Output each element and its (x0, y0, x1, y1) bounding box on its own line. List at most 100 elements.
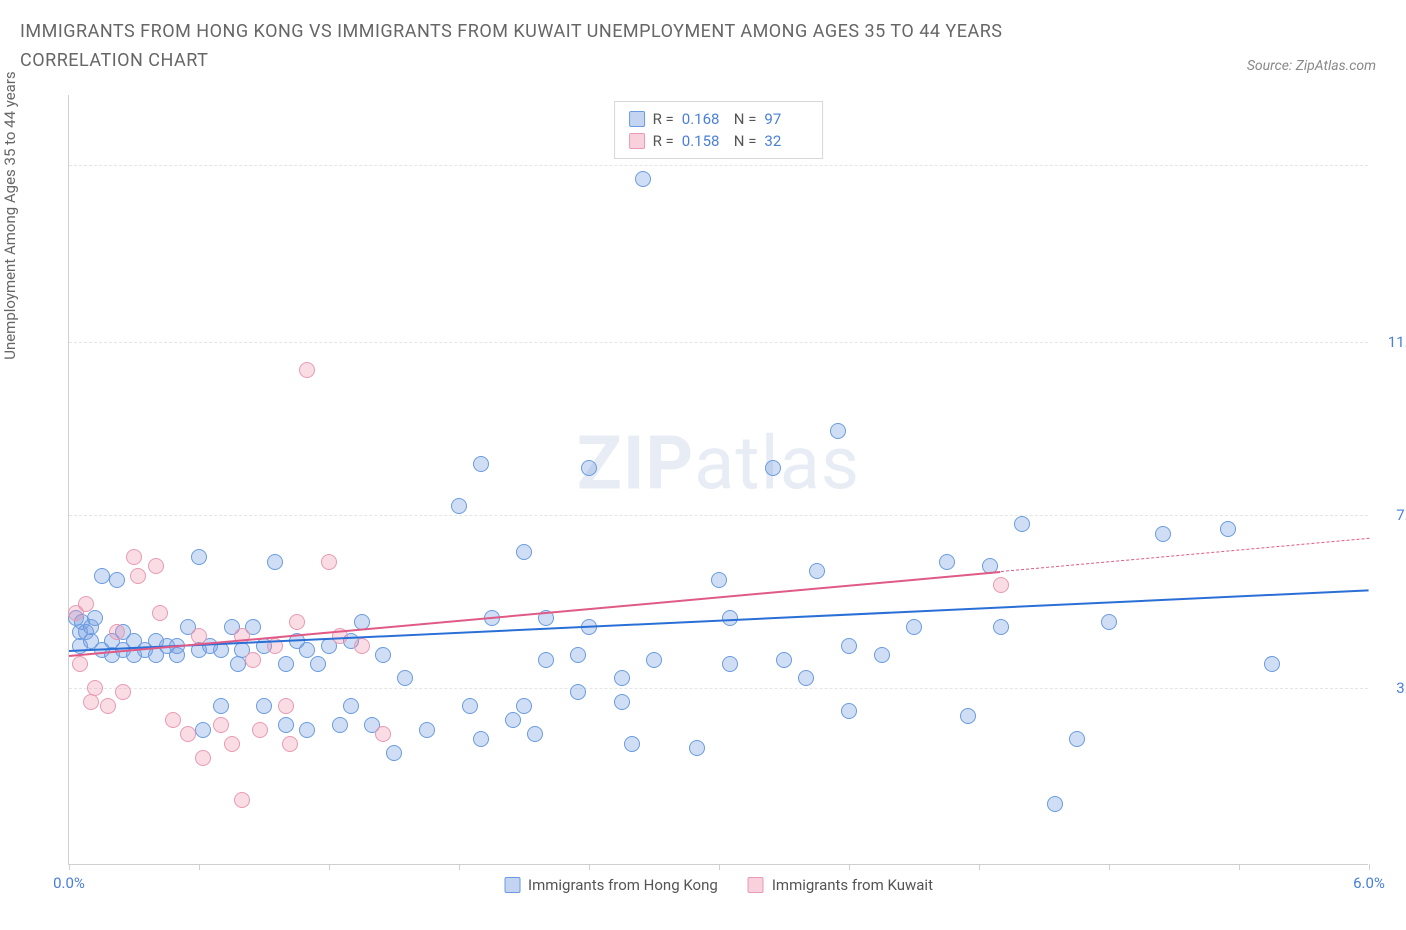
data-point (83, 694, 99, 710)
data-point (245, 652, 261, 668)
data-point (100, 698, 116, 714)
data-point (993, 619, 1009, 635)
x-tick (199, 864, 200, 870)
data-point (939, 554, 955, 570)
data-point (165, 712, 181, 728)
gridline (69, 515, 1368, 516)
data-point (282, 736, 298, 752)
legend-swatch (504, 877, 520, 893)
data-point (152, 605, 168, 621)
data-point (798, 670, 814, 686)
data-point (419, 722, 435, 738)
data-point (1101, 614, 1117, 630)
data-point (614, 694, 630, 710)
data-point (841, 703, 857, 719)
y-tick-label: 7.5% (1396, 506, 1406, 524)
data-point (332, 717, 348, 733)
chart-container: Unemployment Among Ages 35 to 44 years Z… (20, 95, 1386, 895)
data-point (87, 610, 103, 626)
data-point (830, 423, 846, 439)
data-point (906, 619, 922, 635)
x-tick (459, 864, 460, 870)
gridline (69, 165, 1368, 166)
y-axis-label: Unemployment Among Ages 35 to 44 years (1, 71, 19, 359)
data-point (354, 638, 370, 654)
data-point (126, 549, 142, 565)
stat-n-label: N = (734, 110, 757, 128)
data-point (343, 698, 359, 714)
data-point (874, 647, 890, 663)
stat-n-label: N = (734, 132, 757, 150)
chart-title: IMMIGRANTS FROM HONG KONG VS IMMIGRANTS … (20, 18, 1120, 76)
data-point (289, 614, 305, 630)
stats-row: R =0.158N =32 (629, 130, 809, 152)
stat-r-value: 0.168 (682, 110, 726, 128)
data-point (278, 698, 294, 714)
data-point (256, 698, 272, 714)
data-point (195, 722, 211, 738)
data-point (115, 684, 131, 700)
data-point (776, 652, 792, 668)
data-point (614, 670, 630, 686)
data-point (473, 731, 489, 747)
data-point (213, 698, 229, 714)
data-point (130, 568, 146, 584)
data-point (624, 736, 640, 752)
data-point (278, 656, 294, 672)
y-tick-label: 11.2% (1388, 333, 1406, 351)
data-point (148, 558, 164, 574)
stat-n-value: 32 (764, 132, 808, 150)
stats-box: R =0.168N =97R =0.158N =32 (614, 101, 824, 159)
legend-item: Immigrants from Kuwait (748, 876, 933, 894)
data-point (109, 572, 125, 588)
stats-row: R = 0.168 N = 97 (629, 108, 809, 130)
stat-r-label: R = (653, 110, 674, 128)
plot-area: ZIPatlas R =0.168N =97R =0.158N =32 Immi… (68, 95, 1368, 865)
data-point (234, 792, 250, 808)
data-point (635, 171, 651, 187)
data-point (581, 460, 597, 476)
x-tick-label: 0.0% (53, 874, 85, 892)
data-point (386, 745, 402, 761)
data-point (993, 577, 1009, 593)
x-tick (719, 864, 720, 870)
gridline (69, 688, 1368, 689)
source-attribution: Source: ZipAtlas.com (1247, 18, 1386, 74)
data-point (267, 554, 283, 570)
stat-r-label: R = (653, 132, 674, 150)
x-tick (1369, 864, 1370, 870)
data-point (722, 610, 738, 626)
data-point (299, 722, 315, 738)
stat-n-value: 97 (764, 110, 808, 128)
data-point (765, 460, 781, 476)
data-point (722, 656, 738, 672)
bottom-legend: Immigrants from Hong Kong Immigrants from… (504, 876, 933, 894)
data-point (87, 680, 103, 696)
data-point (195, 750, 211, 766)
y-tick-label: 3.8% (1396, 679, 1406, 697)
data-point (94, 568, 110, 584)
data-point (516, 698, 532, 714)
data-point (1047, 796, 1063, 812)
legend-label: Immigrants from Hong Kong (528, 876, 718, 894)
data-point (451, 498, 467, 514)
data-point (570, 684, 586, 700)
data-point (1014, 516, 1030, 532)
data-point (711, 572, 727, 588)
x-tick-label: 6.0% (1353, 874, 1385, 892)
data-point (321, 554, 337, 570)
watermark: ZIPatlas (577, 421, 860, 508)
x-tick (1239, 864, 1240, 870)
gridline (69, 342, 1368, 343)
data-point (570, 647, 586, 663)
series-swatch (629, 133, 645, 149)
data-point (375, 647, 391, 663)
data-point (109, 624, 125, 640)
x-tick (849, 864, 850, 870)
data-point (375, 726, 391, 742)
data-point (689, 740, 705, 756)
data-point (1069, 731, 1085, 747)
data-point (505, 712, 521, 728)
legend-label: Immigrants from Kuwait (772, 876, 933, 894)
data-point (516, 544, 532, 560)
